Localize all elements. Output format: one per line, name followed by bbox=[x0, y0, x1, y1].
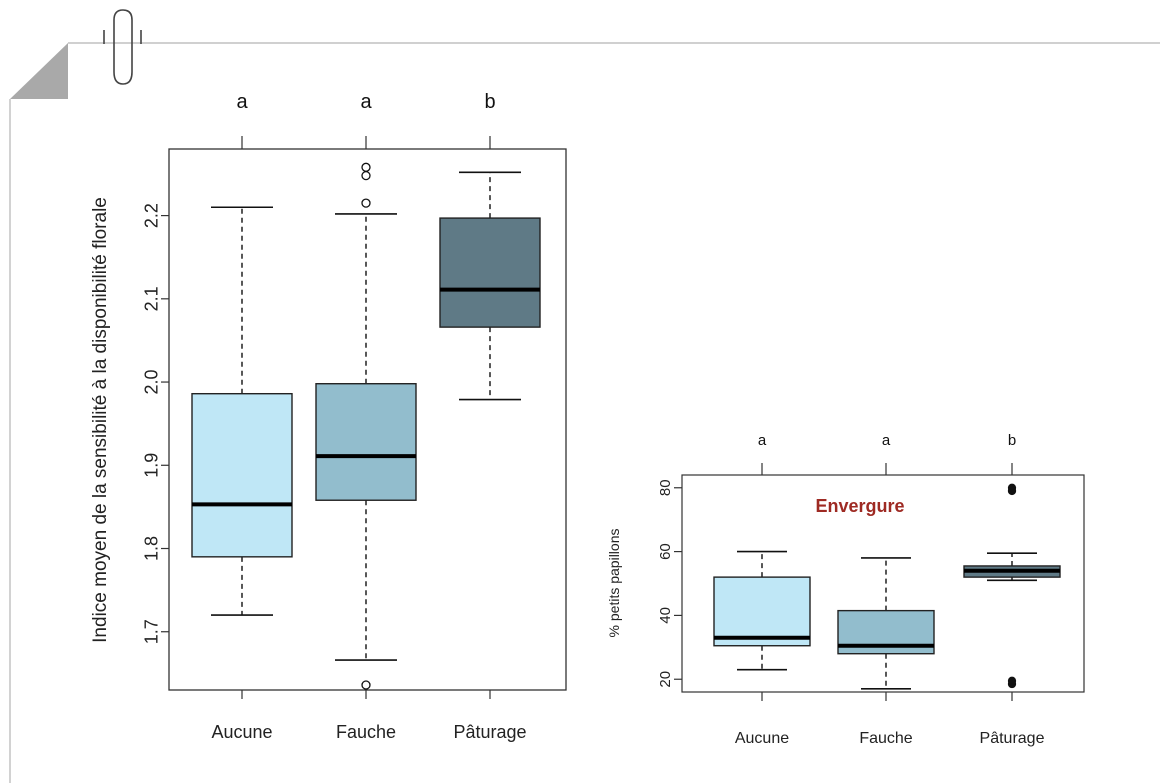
group-letter: a bbox=[236, 91, 248, 113]
group-letter: a bbox=[360, 91, 372, 113]
y-tick-label: 2.2 bbox=[142, 203, 162, 228]
group-letter: b bbox=[484, 91, 495, 113]
outlier-point bbox=[361, 162, 371, 172]
y-axis: 1.7 1.8 1.9 2.0 2.1 2.2 bbox=[142, 203, 169, 644]
box-iqr bbox=[191, 392, 293, 558]
y-axis-label: % petits papillons bbox=[606, 529, 622, 638]
x-tick-label: Pâturage bbox=[980, 730, 1045, 747]
y-axis: 20 40 60 80 bbox=[657, 479, 682, 688]
box-iqr bbox=[713, 576, 811, 647]
outlier-point bbox=[361, 198, 371, 208]
x-tick-label: Aucune bbox=[211, 722, 272, 742]
page-fold-icon bbox=[10, 43, 68, 99]
outlier-point bbox=[361, 170, 371, 181]
x-tick-label: Aucune bbox=[735, 730, 789, 747]
y-tick-label: 1.7 bbox=[142, 619, 162, 644]
group-letter: a bbox=[758, 432, 767, 449]
page-decoration bbox=[9, 9, 1160, 783]
outlier-point bbox=[1007, 676, 1017, 685]
group-letter: b bbox=[1008, 432, 1016, 449]
box-pturage bbox=[963, 483, 1061, 689]
box-fauche bbox=[837, 557, 935, 690]
box-aucune bbox=[191, 206, 293, 616]
box-iqr bbox=[315, 383, 417, 501]
x-axis: Aucune Fauche Pâturage bbox=[735, 692, 1045, 747]
y-tick-label: 20 bbox=[657, 671, 674, 688]
box-pturage bbox=[439, 171, 541, 401]
y-tick-label: 80 bbox=[657, 479, 674, 496]
y-tick-label: 1.9 bbox=[142, 453, 162, 478]
box-aucune bbox=[713, 550, 811, 671]
outlier-point bbox=[361, 680, 371, 690]
x-tick-label: Fauche bbox=[859, 730, 912, 747]
box-iqr bbox=[439, 217, 541, 328]
y-tick-label: 40 bbox=[657, 607, 674, 624]
y-axis-label: Indice moyen de la sensibilité à la disp… bbox=[90, 197, 111, 643]
y-tick-label: 2.0 bbox=[142, 370, 162, 395]
group-letter: a bbox=[882, 432, 891, 449]
chart-title: Envergure bbox=[815, 496, 904, 516]
y-tick-label: 60 bbox=[657, 543, 674, 560]
x-axis: Aucune Fauche Pâturage bbox=[211, 690, 527, 742]
boxes bbox=[191, 162, 541, 690]
plot-frame bbox=[168, 148, 567, 691]
outlier-point bbox=[1007, 483, 1017, 492]
paperclip-icon bbox=[103, 9, 142, 85]
boxes bbox=[713, 483, 1061, 690]
chart-sensibilite-florale: 1.71.81.92.02.12.2 Aucune Fauche Pâturage … bbox=[90, 91, 567, 742]
y-tick-label: 2.1 bbox=[142, 286, 162, 311]
y-tick-label: 1.8 bbox=[142, 536, 162, 561]
plot-frame bbox=[681, 474, 1085, 693]
x-tick-label: Fauche bbox=[336, 722, 396, 742]
box-fauche bbox=[315, 162, 417, 690]
x-tick-label: Pâturage bbox=[453, 722, 526, 742]
